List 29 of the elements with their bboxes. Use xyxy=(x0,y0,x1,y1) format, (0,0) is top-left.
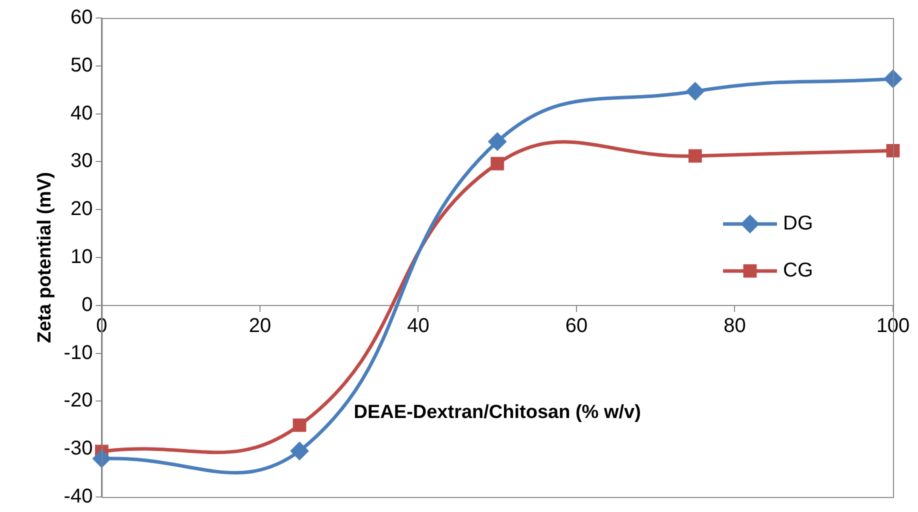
x-tick-label: 60 xyxy=(565,314,588,337)
point xyxy=(490,156,504,170)
y-tick-label: 20 xyxy=(70,198,93,220)
point xyxy=(292,418,306,432)
y-tick-label: 30 xyxy=(70,150,93,172)
legend-label: DG xyxy=(783,212,813,234)
y-tick-label: -40 xyxy=(64,486,93,508)
legend-label: CG xyxy=(783,259,813,282)
x-tick-label: 100 xyxy=(876,314,910,337)
y-tick-label: -10 xyxy=(64,342,93,364)
point xyxy=(92,450,110,468)
x-tick-label: 80 xyxy=(724,314,746,337)
y-tick-label: 40 xyxy=(70,102,93,124)
point xyxy=(290,442,308,460)
y-tick-label: -30 xyxy=(64,438,93,460)
y-tick-label: 0 xyxy=(82,294,93,316)
y-tick-label: 50 xyxy=(70,54,93,76)
point xyxy=(886,144,900,158)
y-tick-label: 10 xyxy=(70,246,93,268)
point xyxy=(688,149,702,163)
y-axis-title: Zeta potential (mV) xyxy=(34,172,56,344)
point xyxy=(884,70,902,88)
y-tick-label: -20 xyxy=(64,390,93,412)
point xyxy=(488,132,506,150)
x-tick-label: 40 xyxy=(407,314,430,337)
point xyxy=(686,82,704,100)
x-tick-label: 20 xyxy=(248,314,272,337)
x-axis-title: DEAE-Dextran/Chitosan (% w/v) xyxy=(354,402,641,424)
y-tick-label: 60 xyxy=(70,6,93,29)
